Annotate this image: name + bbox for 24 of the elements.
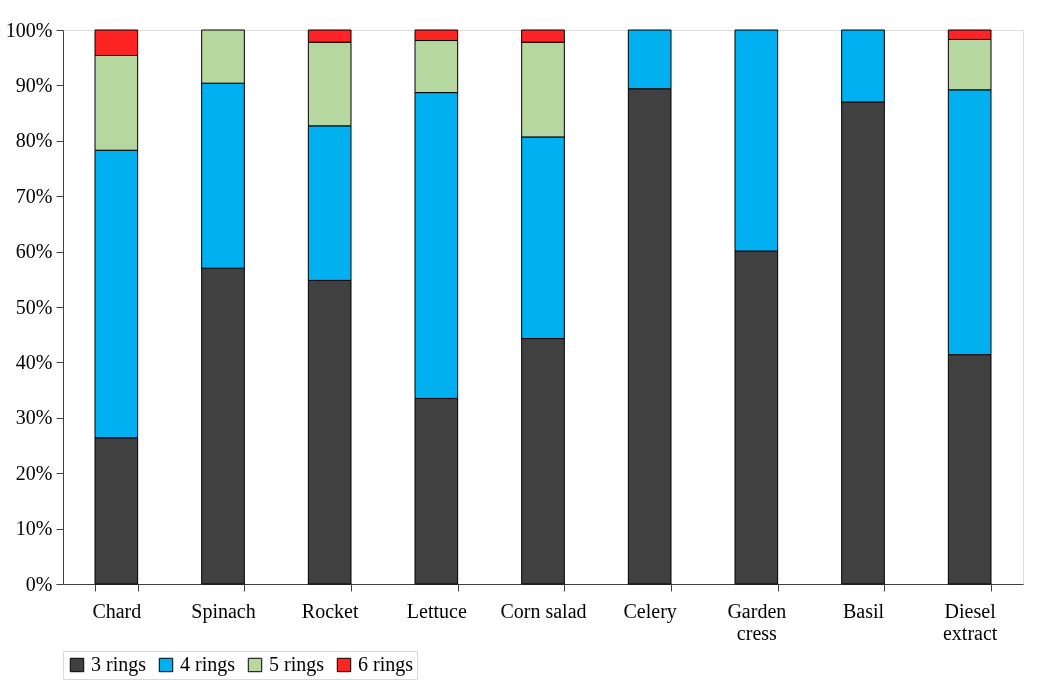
y-tick-label: 70% — [15, 184, 53, 207]
x-tick-label: Garden cress — [727, 599, 787, 644]
y-tick-label: 50% — [15, 295, 53, 318]
y-tick-label: 90% — [15, 73, 53, 96]
x-tick-label: Diesel extract — [942, 599, 998, 644]
x-tick-label: Chard — [92, 599, 142, 622]
legend-label: 5 rings — [269, 653, 325, 676]
x-tick-label: Rocket — [301, 599, 359, 622]
y-tick-label: 20% — [15, 461, 53, 484]
legend-label: 6 rings — [358, 653, 414, 676]
y-tick-label: 100% — [5, 18, 53, 41]
legend-label: 4 rings — [180, 653, 236, 676]
x-tick-label: Spinach — [191, 599, 256, 623]
x-tick-label: Basil — [842, 599, 885, 622]
legend-label: 3 rings — [91, 653, 147, 676]
y-tick-label: 80% — [15, 129, 53, 152]
y-tick-label: 10% — [15, 517, 53, 540]
y-tick-label: 0% — [25, 572, 53, 595]
y-tick-label: 40% — [15, 350, 53, 373]
y-tick-label: 30% — [15, 406, 53, 429]
x-tick-label: Corn salad — [500, 599, 587, 622]
y-tick-label: 60% — [15, 240, 53, 263]
x-tick-label: Lettuce — [406, 599, 467, 622]
x-tick-label: Celery — [623, 599, 677, 623]
